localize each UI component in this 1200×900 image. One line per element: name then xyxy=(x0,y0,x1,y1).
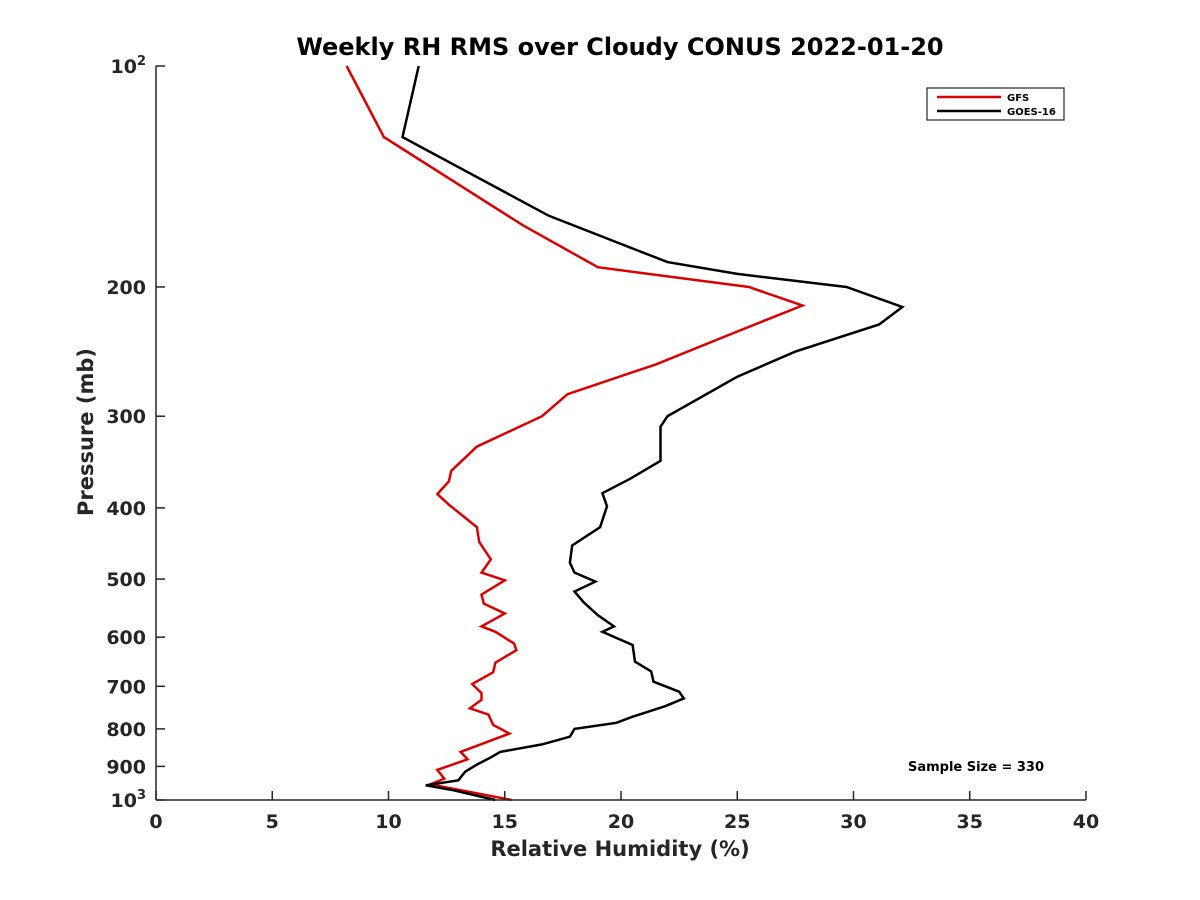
y-tick-label: 400 xyxy=(106,498,146,520)
x-tick-label: 35 xyxy=(957,811,983,833)
x-tick-label: 30 xyxy=(840,811,866,833)
y-tick-label: 200 xyxy=(106,277,146,299)
x-tick-label: 20 xyxy=(608,811,634,833)
y-tick-label: 700 xyxy=(106,676,146,698)
x-tick-label: 10 xyxy=(375,811,401,833)
y-tick-label: 600 xyxy=(106,627,146,649)
legend-box xyxy=(926,87,1065,121)
series-line-goes-16 xyxy=(401,65,905,802)
y-tick-label: 500 xyxy=(106,569,146,591)
plot-area xyxy=(345,65,905,802)
y-tick-label: 800 xyxy=(106,719,146,741)
x-tick-label: 5 xyxy=(266,811,279,833)
x-tick-label: 25 xyxy=(724,811,750,833)
x-axis: 0 5 10 15 20 25 30 35 40 xyxy=(149,791,1099,833)
y-tick-label: 102 xyxy=(111,54,147,78)
legend: GFS GOES-16 xyxy=(926,87,1065,121)
y-tick-label: 300 xyxy=(106,406,146,428)
x-tick-label: 40 xyxy=(1073,811,1099,833)
series-line-gfs xyxy=(345,65,806,802)
x-tick-label: 0 xyxy=(149,811,162,833)
y-tick-label: 900 xyxy=(106,756,146,778)
x-axis-label: Relative Humidity (%) xyxy=(490,837,749,861)
y-axis: 102 200 300 400 500 600 700 800 900 103 xyxy=(106,54,165,812)
x-tick-label: 15 xyxy=(492,811,518,833)
sample-size-annotation: Sample Size = 330 xyxy=(908,760,1044,775)
chart-title: Weekly RH RMS over Cloudy CONUS 2022-01-… xyxy=(296,33,943,61)
legend-label: GOES-16 xyxy=(1007,107,1056,118)
y-axis-label: Pressure (mb) xyxy=(74,348,98,516)
y-tick-label: 103 xyxy=(111,788,147,812)
legend-label: GFS xyxy=(1007,93,1029,104)
